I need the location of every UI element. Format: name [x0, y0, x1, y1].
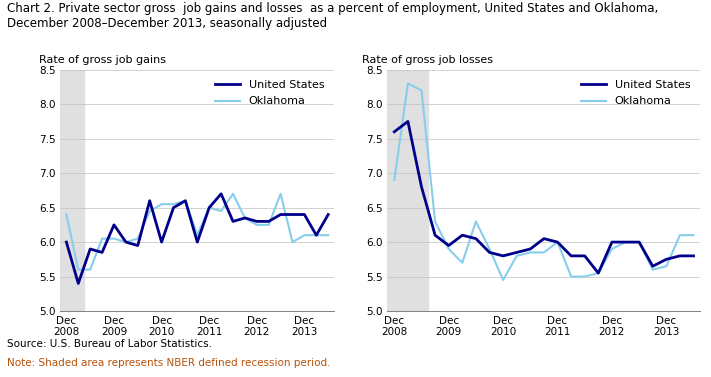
Text: Rate of gross job gains: Rate of gross job gains	[38, 55, 166, 65]
Bar	[60, 70, 84, 311]
Text: Rate of gross job losses: Rate of gross job losses	[363, 55, 493, 65]
Legend: United States, Oklahoma: United States, Oklahoma	[210, 75, 328, 111]
Bar	[387, 70, 428, 311]
Text: Chart 2. Private sector gross  job gains and losses  as a percent of employment,: Chart 2. Private sector gross job gains …	[7, 2, 658, 15]
Text: Note: Shaded area represents NBER defined recession period.: Note: Shaded area represents NBER define…	[7, 357, 331, 368]
Legend: United States, Oklahoma: United States, Oklahoma	[577, 75, 695, 111]
Text: Source: U.S. Bureau of Labor Statistics.: Source: U.S. Bureau of Labor Statistics.	[7, 339, 212, 349]
Text: December 2008–December 2013, seasonally adjusted: December 2008–December 2013, seasonally …	[7, 17, 327, 30]
